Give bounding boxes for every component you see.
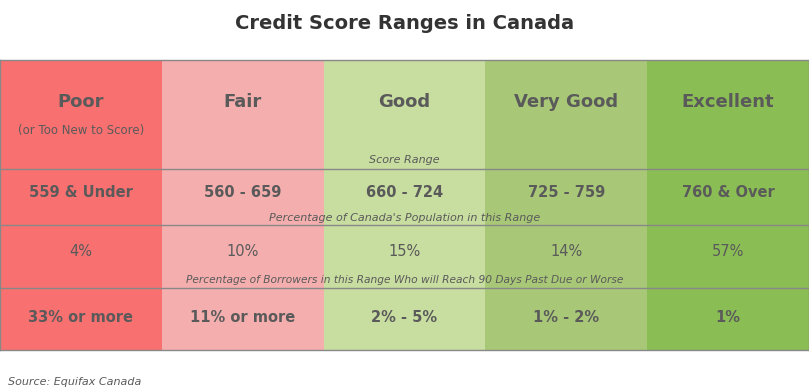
Text: 4%: 4% <box>70 244 92 259</box>
Text: 11% or more: 11% or more <box>190 310 295 324</box>
Text: 1%: 1% <box>716 310 740 324</box>
Bar <box>647 60 809 350</box>
Text: 1% - 2%: 1% - 2% <box>533 310 599 324</box>
Text: Source: Equifax Canada: Source: Equifax Canada <box>8 377 142 387</box>
Text: (or Too New to Score): (or Too New to Score) <box>18 124 144 137</box>
Text: Credit Score Ranges in Canada: Credit Score Ranges in Canada <box>235 14 574 33</box>
Bar <box>162 60 324 350</box>
Text: 725 - 759: 725 - 759 <box>527 185 605 200</box>
Bar <box>485 60 647 350</box>
Text: Score Range: Score Range <box>369 156 440 165</box>
Text: Excellent: Excellent <box>682 93 774 111</box>
Text: Good: Good <box>379 93 430 111</box>
Text: 660 - 724: 660 - 724 <box>366 185 443 200</box>
Text: 14%: 14% <box>550 244 582 259</box>
Text: 760 & Over: 760 & Over <box>682 185 774 200</box>
Text: 15%: 15% <box>388 244 421 259</box>
Text: 559 & Under: 559 & Under <box>29 185 133 200</box>
Text: Percentage of Canada's Population in this Range: Percentage of Canada's Population in thi… <box>269 213 540 223</box>
Text: Very Good: Very Good <box>515 93 618 111</box>
Text: 57%: 57% <box>712 244 744 259</box>
Text: 33% or more: 33% or more <box>28 310 133 324</box>
Text: Percentage of Borrowers in this Range Who will Reach 90 Days Past Due or Worse: Percentage of Borrowers in this Range Wh… <box>186 275 623 285</box>
Text: Fair: Fair <box>223 93 262 111</box>
Text: Poor: Poor <box>57 93 104 111</box>
Text: 2% - 5%: 2% - 5% <box>371 310 438 324</box>
Text: 10%: 10% <box>227 244 259 259</box>
Text: 560 - 659: 560 - 659 <box>204 185 282 200</box>
Bar <box>324 60 485 350</box>
Bar <box>0 60 162 350</box>
